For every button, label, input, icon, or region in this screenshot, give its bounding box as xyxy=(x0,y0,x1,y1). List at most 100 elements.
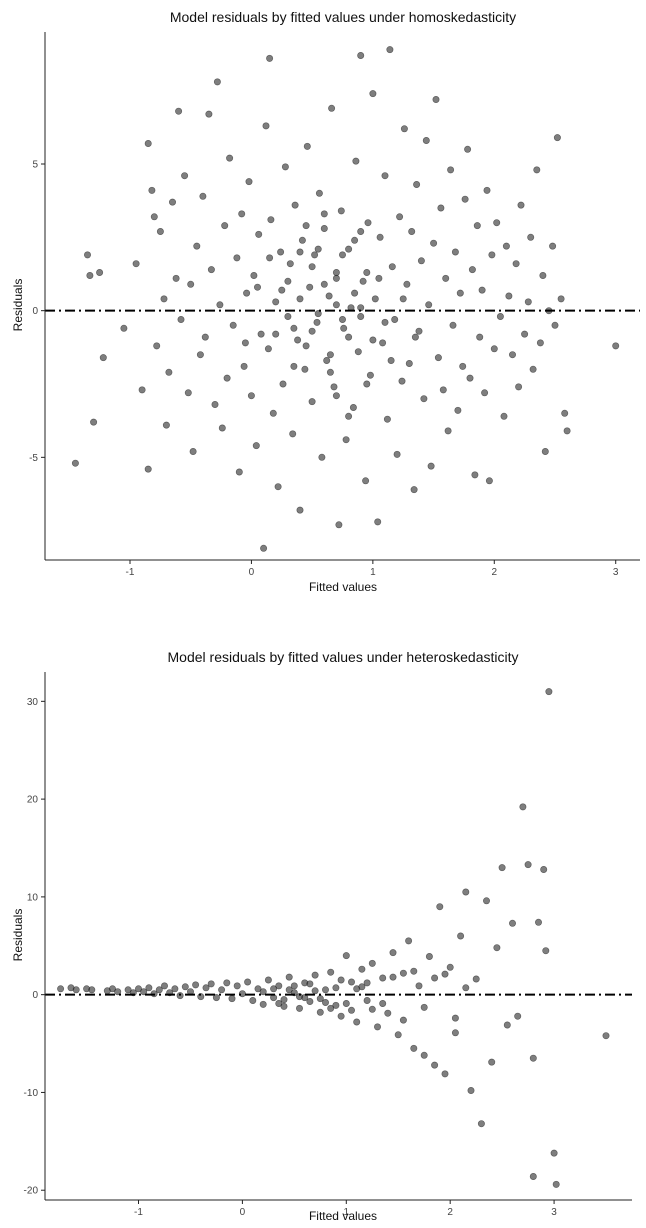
data-point xyxy=(541,447,549,455)
data-point xyxy=(533,166,541,174)
data-point xyxy=(536,339,544,347)
data-point xyxy=(320,280,328,288)
data-point xyxy=(335,521,343,529)
data-point xyxy=(368,1005,376,1013)
data-point xyxy=(431,974,439,982)
data-point xyxy=(175,107,183,115)
data-point xyxy=(262,122,270,130)
data-point xyxy=(353,1018,361,1026)
data-point xyxy=(281,163,289,171)
data-point xyxy=(539,271,547,279)
data-point xyxy=(351,236,359,244)
data-point xyxy=(295,993,303,1001)
data-point xyxy=(124,986,132,994)
data-point xyxy=(135,985,143,993)
data-point xyxy=(357,312,365,320)
chart-title: Model residuals by fitted values under h… xyxy=(170,9,516,25)
data-point xyxy=(308,327,316,335)
data-point xyxy=(290,362,298,370)
data-point xyxy=(340,324,348,332)
x-tick-label: 0 xyxy=(249,567,255,578)
data-point xyxy=(84,251,92,259)
data-point xyxy=(358,983,366,991)
data-point xyxy=(325,292,333,300)
data-point xyxy=(321,998,329,1006)
data-point xyxy=(557,295,565,303)
data-point xyxy=(138,386,146,394)
data-point xyxy=(318,453,326,461)
data-point xyxy=(439,386,447,394)
data-point xyxy=(394,1031,402,1039)
scatter-plot-heteroskedasticity: Model residuals by fitted values under h… xyxy=(11,649,632,1223)
data-point xyxy=(359,277,367,285)
data-point xyxy=(326,351,334,359)
data-point xyxy=(212,994,220,1002)
data-point xyxy=(171,985,179,993)
data-point xyxy=(425,952,433,960)
data-point xyxy=(296,248,304,256)
data-point xyxy=(478,286,486,294)
data-point xyxy=(233,982,241,990)
data-point xyxy=(505,292,513,300)
data-points xyxy=(71,46,620,552)
data-point xyxy=(311,987,319,995)
data-point xyxy=(349,403,357,411)
data-point xyxy=(456,289,464,297)
data-point xyxy=(366,371,374,379)
data-point xyxy=(527,233,535,241)
data-point xyxy=(254,985,262,993)
data-point xyxy=(451,1014,459,1022)
data-point xyxy=(109,985,117,993)
chart-heteroskedasticity: Model residuals by fitted values under h… xyxy=(0,640,646,1228)
data-point xyxy=(508,919,516,927)
data-point xyxy=(290,982,298,990)
data-point xyxy=(323,356,331,364)
data-point xyxy=(330,383,338,391)
data-point xyxy=(529,365,537,373)
data-point xyxy=(427,462,435,470)
data-point xyxy=(462,888,470,896)
data-point xyxy=(379,974,387,982)
x-ticks: -1 0 1 2 3 xyxy=(134,1200,557,1218)
data-point xyxy=(425,301,433,309)
x-tick-label: 1 xyxy=(344,1207,350,1218)
data-point xyxy=(387,356,395,364)
data-point xyxy=(508,351,516,359)
data-point xyxy=(542,947,550,955)
data-point xyxy=(241,339,249,347)
chart-homoskedasticity: Model residuals by fitted values under h… xyxy=(0,0,646,600)
data-point xyxy=(512,260,520,268)
data-point xyxy=(466,374,474,382)
data-point xyxy=(332,268,340,276)
x-tick-label: 3 xyxy=(551,1207,557,1218)
data-point xyxy=(373,1023,381,1031)
data-point xyxy=(218,986,226,994)
data-point xyxy=(345,412,353,420)
data-point xyxy=(285,973,293,981)
data-point xyxy=(266,54,274,62)
data-point xyxy=(86,271,94,279)
data-point xyxy=(405,937,413,945)
data-point xyxy=(403,280,411,288)
data-point xyxy=(514,1012,522,1020)
data-point xyxy=(172,274,180,282)
data-point xyxy=(211,400,219,408)
data-point xyxy=(476,333,484,341)
data-point xyxy=(342,952,350,960)
x-tick-label: -1 xyxy=(134,1207,143,1218)
data-point xyxy=(327,1004,335,1012)
x-axis-title: Fitted values xyxy=(309,1209,377,1223)
data-point xyxy=(389,949,397,957)
data-point xyxy=(342,436,350,444)
data-point xyxy=(502,242,510,250)
data-point xyxy=(284,277,292,285)
data-point xyxy=(462,984,470,992)
data-point xyxy=(275,999,283,1007)
data-point xyxy=(363,979,371,987)
data-point xyxy=(347,978,355,986)
data-point xyxy=(381,172,389,180)
data-point xyxy=(441,1070,449,1078)
data-point xyxy=(420,1051,428,1059)
data-point xyxy=(306,980,314,988)
data-point xyxy=(529,1172,537,1180)
